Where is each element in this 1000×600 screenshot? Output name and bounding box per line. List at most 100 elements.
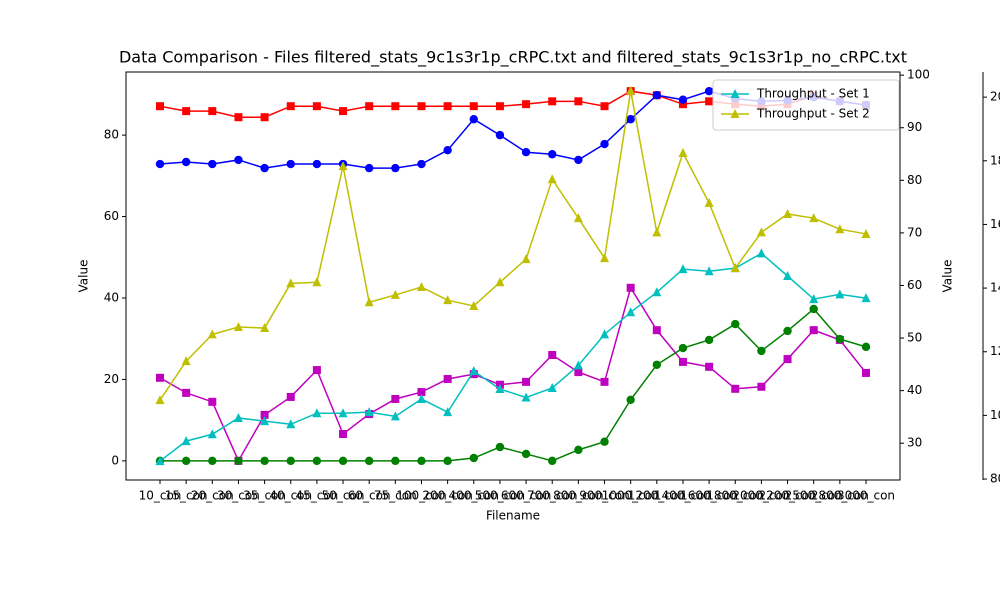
data-point	[862, 368, 870, 377]
legend-label: Throughput - Set 2	[756, 107, 870, 121]
data-point	[286, 392, 295, 401]
data-point	[626, 115, 635, 124]
data-point	[155, 395, 165, 405]
x-tick-label: 40_con	[269, 489, 312, 503]
data-point	[835, 334, 845, 344]
data-point	[417, 102, 426, 111]
data-point	[417, 456, 426, 466]
x-tick-label: 2800_con	[811, 489, 869, 503]
data-point	[364, 297, 374, 307]
x-tick-label: 35_con	[243, 489, 286, 503]
data-point	[312, 366, 321, 375]
data-point	[574, 445, 583, 455]
y2-tick-label: 50	[907, 331, 922, 345]
data-point	[181, 436, 191, 446]
data-point	[391, 102, 400, 111]
data-point	[155, 456, 165, 466]
data-point	[443, 407, 453, 417]
data-point	[730, 263, 740, 273]
data-point	[338, 161, 348, 171]
y-tick-label: 80	[104, 128, 119, 142]
data-point	[600, 139, 609, 149]
data-point	[652, 360, 662, 369]
data-point	[522, 377, 531, 386]
x-tick-label: 400_con	[449, 489, 499, 503]
data-point	[652, 227, 662, 237]
x-tick-label: 1400_con	[654, 489, 712, 503]
data-point	[391, 456, 400, 466]
data-point	[809, 326, 818, 335]
x-tick-label: 2200_con	[759, 489, 817, 503]
data-point	[208, 107, 217, 116]
y-tick-label: 20	[104, 372, 119, 386]
x-tick-label: 600_con	[501, 489, 551, 503]
x-tick-label: 1600_con	[680, 489, 738, 503]
data-point	[678, 357, 687, 366]
data-point	[312, 102, 321, 111]
data-point	[678, 264, 688, 274]
y-tick-label: 60	[104, 209, 119, 223]
data-point	[286, 159, 295, 169]
data-point	[181, 157, 191, 167]
data-point	[574, 368, 583, 377]
data-point	[182, 388, 191, 397]
y2-tick-label: 80	[907, 173, 922, 187]
data-point	[312, 159, 322, 169]
data-point	[469, 366, 479, 376]
data-point	[208, 397, 217, 406]
data-point	[652, 91, 662, 100]
series-line	[159, 90, 867, 401]
data-point	[234, 113, 243, 122]
legend-box	[712, 79, 900, 131]
y2-tick-label: 100	[907, 68, 930, 82]
data-point	[678, 95, 688, 104]
data-point	[181, 456, 191, 466]
series-line	[159, 252, 867, 462]
data-point	[312, 456, 322, 466]
x-tick-label: 500_con	[475, 489, 525, 503]
series-line	[159, 285, 867, 463]
data-point	[522, 100, 531, 109]
data-point	[495, 442, 505, 452]
data-point	[704, 266, 714, 276]
data-point	[600, 253, 610, 263]
data-point	[573, 360, 583, 370]
data-point	[626, 307, 636, 317]
data-point	[182, 107, 191, 116]
data-point	[364, 456, 374, 466]
data-point	[731, 319, 740, 329]
y3-tick-label: 140	[990, 281, 1000, 295]
y3-tick-label: 80	[990, 472, 1000, 486]
data-point	[809, 213, 819, 223]
data-point	[417, 388, 426, 397]
x-tick-label: 3000_con	[837, 489, 895, 503]
data-point	[495, 384, 505, 394]
data-point	[207, 329, 217, 339]
data-point	[521, 449, 531, 459]
data-point	[626, 395, 635, 404]
data-point	[260, 323, 270, 333]
data-point	[861, 228, 871, 238]
data-point	[756, 227, 766, 237]
y3-tick-label: 180	[990, 153, 1000, 167]
data-point	[574, 97, 583, 106]
data-point	[626, 85, 636, 95]
data-point	[835, 224, 845, 234]
data-point	[861, 342, 871, 352]
data-point	[600, 437, 609, 446]
data-point	[757, 382, 766, 391]
x-axis-label: Filename	[486, 509, 540, 523]
x-tick-label: 60_con	[348, 489, 391, 503]
data-point	[678, 343, 688, 353]
data-point	[234, 155, 243, 165]
data-point	[652, 326, 661, 335]
y3-tick-label: 200	[990, 90, 1000, 104]
data-point	[443, 456, 452, 466]
x-tick-label: 45_con	[295, 489, 338, 503]
data-point	[704, 335, 714, 345]
data-point	[233, 412, 243, 422]
x-tick-label: 700_con	[527, 489, 577, 503]
x-tick-label: 2500_con	[785, 489, 843, 503]
x-tick-label: 1200_con	[628, 489, 686, 503]
